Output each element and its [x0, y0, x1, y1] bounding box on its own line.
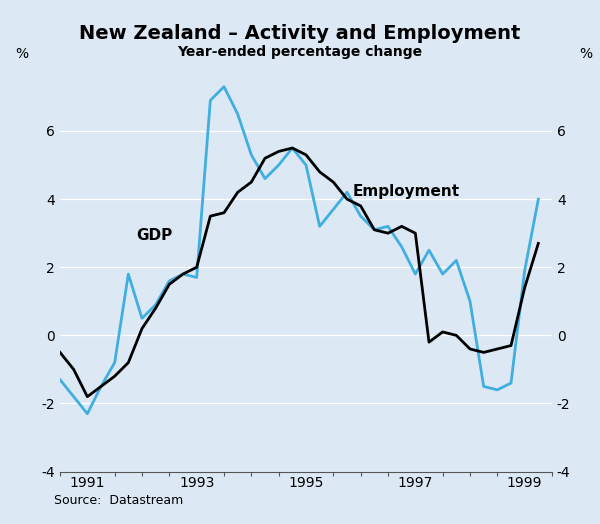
- Text: %: %: [579, 47, 592, 61]
- Text: GDP: GDP: [137, 228, 173, 243]
- Text: Year-ended percentage change: Year-ended percentage change: [178, 45, 422, 59]
- Text: Employment: Employment: [352, 184, 460, 199]
- Text: New Zealand – Activity and Employment: New Zealand – Activity and Employment: [79, 24, 521, 42]
- Text: Source:  Datastream: Source: Datastream: [54, 494, 183, 507]
- Text: %: %: [16, 47, 29, 61]
